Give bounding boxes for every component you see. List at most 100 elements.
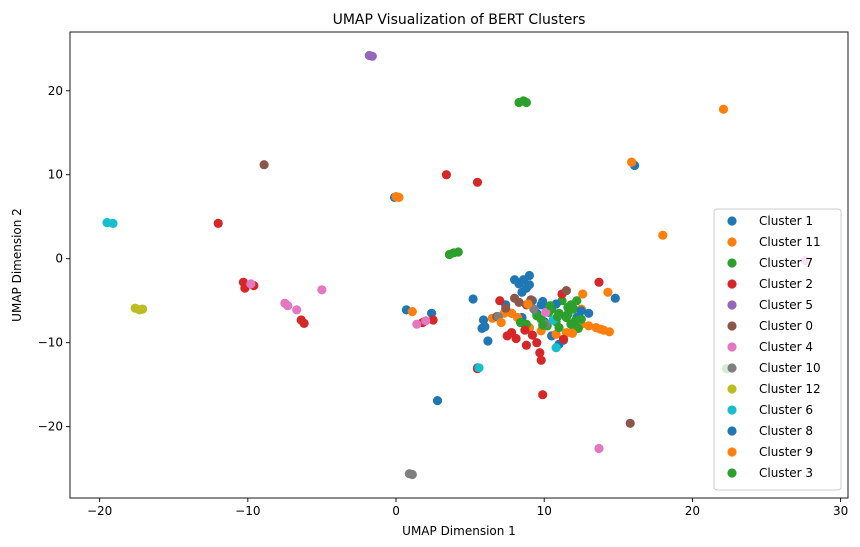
- data-point: [538, 320, 548, 330]
- data-point: [246, 279, 256, 289]
- data-point: [292, 305, 302, 315]
- data-point: [604, 327, 615, 337]
- data-point: [535, 348, 545, 358]
- legend: Cluster 1 Cluster 11 Cluster 7 Cluster 2 Clu…: [713, 208, 842, 491]
- legend-label: Cluster 7: [759, 256, 813, 270]
- data-point: [563, 302, 573, 312]
- data-point: [594, 277, 604, 287]
- data-point: [718, 104, 729, 114]
- data-point: [584, 321, 594, 331]
- legend-label: Cluster 12: [759, 382, 821, 396]
- data-point: [527, 330, 538, 340]
- data-point: [480, 322, 490, 332]
- data-point: [514, 297, 524, 307]
- data-point: [541, 307, 551, 317]
- data-point: [538, 296, 548, 307]
- legend-marker: [727, 258, 737, 268]
- legend-label: Cluster 5: [759, 298, 813, 312]
- x-tick-label: −20: [87, 504, 112, 518]
- data-point: [213, 218, 223, 228]
- data-point: [428, 315, 438, 325]
- legend-box: [713, 208, 842, 491]
- data-point: [421, 316, 431, 326]
- x-tick-label: 10: [537, 504, 552, 518]
- data-point: [453, 247, 463, 257]
- data-point: [501, 303, 511, 313]
- data-point: [536, 355, 546, 365]
- legend-label: Cluster 3: [759, 466, 813, 480]
- x-tick-label: 30: [833, 504, 848, 518]
- data-point: [524, 280, 535, 290]
- y-axis: −20 −10 0 10 20: [38, 84, 70, 434]
- data-point: [412, 319, 422, 329]
- data-point: [468, 294, 478, 304]
- data-point: [517, 287, 527, 297]
- legend-marker: [727, 363, 737, 373]
- data-point: [554, 323, 564, 333]
- legend-marker: [727, 216, 737, 226]
- data-point: [507, 328, 517, 338]
- data-point: [584, 308, 594, 318]
- data-point: [259, 160, 269, 170]
- legend-marker: [727, 342, 737, 352]
- legend-marker: [727, 237, 737, 247]
- y-tick-label: −20: [38, 420, 63, 434]
- legend-label: Cluster 9: [759, 445, 813, 459]
- legend-marker: [727, 321, 737, 331]
- legend-label: Cluster 6: [759, 403, 813, 417]
- legend-marker: [727, 447, 737, 457]
- data-point: [515, 317, 526, 328]
- y-tick-label: 10: [48, 168, 63, 182]
- data-point: [545, 301, 555, 311]
- data-point: [474, 363, 484, 373]
- data-point: [572, 296, 582, 306]
- legend-label: Cluster 2: [759, 277, 813, 291]
- data-point: [558, 334, 569, 344]
- data-point: [521, 97, 532, 108]
- data-point: [483, 336, 493, 346]
- data-point: [138, 304, 148, 314]
- legend-label: Cluster 4: [759, 340, 813, 354]
- data-point: [627, 157, 637, 167]
- chart-title: UMAP Visualization of BERT Clusters: [333, 12, 586, 28]
- legend-label: Cluster 11: [759, 235, 821, 249]
- x-tick-label: 20: [685, 504, 700, 518]
- data-point: [563, 309, 573, 319]
- data-point: [551, 343, 561, 353]
- data-point: [625, 418, 635, 428]
- data-point: [561, 286, 572, 296]
- data-point: [595, 324, 606, 334]
- data-point: [317, 285, 327, 295]
- plot-frame: [69, 31, 849, 499]
- data-point: [472, 177, 483, 187]
- data-point: [567, 328, 578, 338]
- data-point: [432, 396, 443, 406]
- x-axis-label: UMAP Dimension 1: [402, 524, 516, 538]
- legend-label: Cluster 10: [759, 361, 821, 375]
- y-tick-label: 20: [48, 84, 63, 98]
- data-point: [407, 469, 417, 480]
- x-tick-label: 0: [392, 504, 400, 518]
- data-point: [570, 316, 580, 326]
- data-point: [538, 390, 548, 400]
- legend-marker: [727, 300, 737, 310]
- legend-marker: [727, 468, 737, 478]
- data-point: [521, 340, 532, 350]
- legend-marker: [727, 426, 737, 436]
- data-point: [520, 325, 530, 335]
- data-point: [299, 318, 309, 328]
- data-point: [523, 299, 533, 309]
- data-point: [407, 307, 417, 317]
- data-point: [441, 170, 451, 180]
- x-tick-label: −10: [235, 504, 260, 518]
- data-point: [594, 443, 604, 454]
- legend-label: Cluster 8: [759, 424, 813, 438]
- data-point: [496, 317, 506, 328]
- legend-marker: [727, 384, 737, 394]
- data-point: [532, 338, 542, 348]
- data-point: [495, 296, 505, 306]
- data-point: [552, 312, 563, 322]
- data-point: [108, 218, 118, 228]
- data-point: [283, 301, 293, 311]
